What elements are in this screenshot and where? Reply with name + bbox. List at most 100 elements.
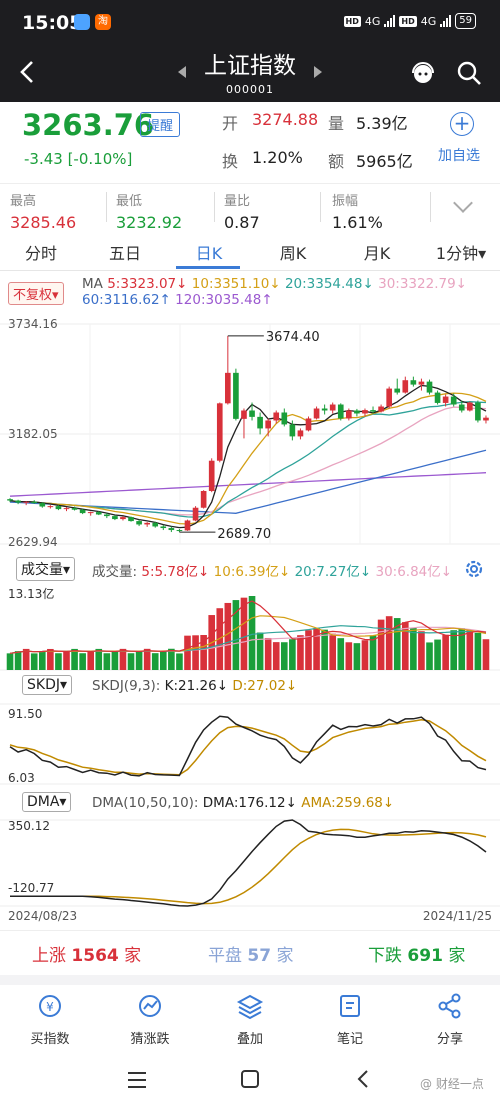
volume-bar <box>369 635 377 670</box>
tab-five-day[interactable]: 五日 <box>108 244 141 263</box>
adjust-button[interactable]: 不复权▾ <box>8 282 64 305</box>
bottom-toolbar: ¥ 买指数 猜涨跌 叠加 笔记 <box>0 988 500 1050</box>
ma20-value: 20:3354.48↓ <box>284 276 374 292</box>
tab-intraday[interactable]: 分时 <box>24 244 57 263</box>
add-favorite-label[interactable]: 加自选 <box>438 148 480 164</box>
customer-service-icon[interactable] <box>410 60 436 86</box>
prev-index-arrow-icon[interactable] <box>178 66 186 78</box>
high-annotation: 3674.40 <box>266 330 320 345</box>
open-value: 3274.88 <box>252 110 319 129</box>
overlay-label: 叠加 <box>236 1032 263 1047</box>
home-icon[interactable] <box>240 1069 260 1089</box>
buy-index-button[interactable]: ¥ 买指数 <box>10 992 90 1047</box>
skdj-k-line <box>9 715 487 777</box>
share-icon <box>438 993 461 1019</box>
guess-icon <box>139 995 161 1017</box>
notes-button[interactable]: 笔记 <box>310 992 390 1047</box>
amount-value: 5965亿 <box>356 152 413 171</box>
volume-bar <box>119 648 127 670</box>
active-tab-indicator <box>176 266 240 269</box>
next-index-arrow-icon[interactable] <box>314 66 322 78</box>
volume-bar <box>216 608 224 670</box>
vol-ma20-value: 20:7.27亿↓ <box>294 564 372 580</box>
candle-body <box>410 380 417 385</box>
volume-bar <box>297 635 304 670</box>
app-notify-icon <box>74 14 90 30</box>
candle-body <box>321 408 328 411</box>
search-icon[interactable] <box>456 60 482 86</box>
candle-body <box>79 509 86 514</box>
chevron-down-icon[interactable] <box>453 193 473 213</box>
ama-value: AMA:259.68↓ <box>301 795 395 811</box>
candle-body <box>87 512 94 514</box>
signal-icon <box>384 15 396 27</box>
settings-gear-icon[interactable] <box>462 557 486 581</box>
skdj-chart[interactable]: 91.50 6.03 <box>0 698 500 790</box>
volume-bar <box>127 653 135 670</box>
volume-bar <box>305 630 312 670</box>
back-arrow-icon[interactable] <box>16 58 40 86</box>
volume-bar <box>434 639 441 670</box>
menu-icon[interactable] <box>126 1070 148 1090</box>
stat-low-value: 3232.92 <box>116 213 183 232</box>
candle-body <box>120 517 126 520</box>
add-favorite-icon[interactable]: + <box>450 112 474 136</box>
ma30-value: 30:3322.79↓ <box>378 276 467 292</box>
volume-bar <box>30 653 38 670</box>
skdj-indicator-button[interactable]: SKDJ▾ <box>22 675 73 695</box>
breadth-flat-count: 57 <box>247 946 272 966</box>
volume-bar <box>232 600 240 670</box>
dma-line <box>10 819 487 907</box>
stat-amplitude: 振幅 1.61% <box>332 190 383 232</box>
guess-button[interactable]: 猜涨跌 <box>110 992 190 1047</box>
market-breadth[interactable]: 上涨 1564 家 平盘 57 家 下跌 691 家 <box>0 930 500 972</box>
tab-monthly-k[interactable]: 月K <box>363 244 391 263</box>
overlay-button[interactable]: 叠加 <box>210 992 290 1047</box>
volume-bar <box>38 650 46 670</box>
volume-bar <box>272 642 280 670</box>
candle-body <box>450 396 457 405</box>
volume-bar <box>143 648 151 670</box>
candle-body <box>168 528 175 531</box>
volume-bar <box>393 618 401 670</box>
candle-body <box>297 430 304 437</box>
ma120-line <box>9 472 487 497</box>
candle-body <box>273 412 280 421</box>
candle-body <box>442 396 449 403</box>
stat-low-label: 最低 <box>116 194 143 209</box>
volume-bar <box>385 616 393 670</box>
candle-body <box>386 388 392 407</box>
volume-bar <box>248 596 256 670</box>
ma30-line <box>9 406 487 516</box>
volume-bar <box>401 622 409 670</box>
ma10-line <box>9 392 487 525</box>
volume-bar <box>458 628 466 670</box>
breadth-down-count: 691 <box>407 946 443 966</box>
volume-bar <box>176 653 183 670</box>
share-button[interactable]: 分享 <box>410 992 490 1047</box>
y-axis-bottom-label: 2629.94 <box>8 535 58 549</box>
battery-icon: 59 <box>455 13 476 29</box>
candle-body <box>426 381 433 393</box>
low-annotation: 2689.70 <box>217 527 271 542</box>
volume-bar <box>313 628 320 670</box>
system-nav-bar <box>0 1052 500 1111</box>
volume-bar <box>256 632 264 670</box>
volume-bar <box>135 650 143 670</box>
dma-indicator-button[interactable]: DMA▾ <box>22 792 72 812</box>
note-icon <box>340 995 360 1017</box>
tab-weekly-k[interactable]: 周K <box>279 244 307 263</box>
volume-legend-label: 成交量: <box>92 564 138 580</box>
volume-chart[interactable]: 13.13亿 <box>0 582 500 672</box>
dma-chart[interactable]: 350.12 -120.77 2024/08/23 2024/11/25 <box>0 814 500 930</box>
remind-button[interactable]: 提醒 <box>140 112 181 137</box>
back-nav-icon[interactable] <box>356 1069 370 1089</box>
candlestick-chart[interactable]: 3734.16 3182.05 2629.94 3674.40 2689.70 <box>0 312 500 552</box>
dma-y-bottom-label: -120.77 <box>8 881 54 895</box>
volume-bar <box>426 642 433 670</box>
dma-params: DMA(10,50,10): <box>92 795 199 811</box>
tab-daily-k[interactable]: 日K <box>195 244 223 263</box>
volume-indicator-button[interactable]: 成交量▾ <box>16 557 76 581</box>
tab-minute[interactable]: 1分钟▾ <box>435 244 487 263</box>
